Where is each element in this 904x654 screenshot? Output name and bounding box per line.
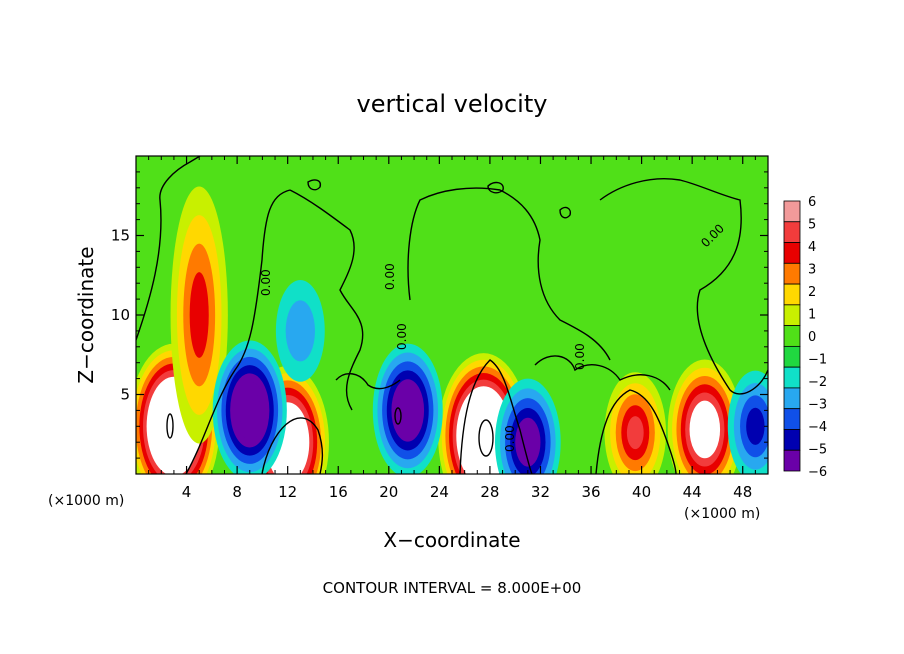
x-tick-label: 32 bbox=[531, 483, 550, 501]
colorbar-swatch bbox=[783, 200, 801, 223]
zero-contour-line bbox=[289, 189, 364, 411]
x-tick-label: 4 bbox=[182, 483, 192, 501]
x-axis: 4 8 12 16 20 24 28 32 36 40 44 48 bbox=[148, 156, 756, 501]
velocity-field bbox=[136, 186, 768, 474]
contour-label: 0.00 bbox=[395, 323, 409, 350]
zero-contour-line bbox=[599, 178, 768, 395]
zero-contour-line bbox=[407, 187, 611, 361]
colorbar-label: 2 bbox=[808, 285, 816, 300]
x-unit-left: (×1000 m) bbox=[48, 493, 124, 509]
colorbar-label: −1 bbox=[808, 353, 827, 368]
colorbar-swatch bbox=[783, 242, 801, 264]
colorbar-swatch bbox=[783, 325, 801, 347]
x-tick-label: 44 bbox=[683, 483, 702, 501]
zero-contour-line bbox=[136, 156, 201, 341]
zero-contour-line bbox=[261, 417, 324, 474]
velocity-cell-downdraft bbox=[372, 343, 443, 474]
colorbar-swatch bbox=[783, 449, 801, 472]
velocity-cell-updraft bbox=[667, 359, 742, 474]
x-tick-label: 40 bbox=[632, 483, 651, 501]
x-tick-label: 36 bbox=[581, 483, 600, 501]
colorbar-label: −6 bbox=[808, 465, 827, 480]
colorbar-label: −3 bbox=[808, 398, 827, 413]
y-tick-label: 10 bbox=[111, 306, 130, 324]
velocity-level bbox=[189, 272, 209, 358]
velocity-cell-downdraft bbox=[212, 340, 287, 474]
velocity-level bbox=[243, 398, 257, 423]
contour-label: 0.00 bbox=[503, 425, 517, 452]
x-tick-label: 24 bbox=[430, 483, 449, 501]
velocity-level bbox=[478, 425, 490, 446]
colorbar-label: 5 bbox=[808, 218, 816, 233]
colorbar-label: −5 bbox=[808, 443, 827, 458]
colorbar-swatch bbox=[783, 283, 801, 306]
zero-contour-line bbox=[559, 206, 572, 219]
x-tick-label: 28 bbox=[480, 483, 499, 501]
colorbar-label: 6 bbox=[808, 195, 816, 210]
x-tick-label: 16 bbox=[329, 483, 348, 501]
zero-contour-line bbox=[185, 189, 291, 474]
x-tick-label: 12 bbox=[278, 483, 297, 501]
zero-contour-line bbox=[595, 389, 677, 474]
contour-label: 0.00 bbox=[573, 343, 587, 370]
velocity-level bbox=[746, 407, 765, 445]
velocity-level bbox=[698, 417, 712, 442]
colorbar: 6 5 4 3 2 1 0 −1 −2 −3 −4 −5 −6 bbox=[783, 195, 827, 480]
y-axis-label: Z−coordinate bbox=[74, 246, 98, 383]
velocity-level bbox=[168, 416, 180, 437]
colorbar-label: 1 bbox=[808, 308, 816, 323]
x-tick-label: 8 bbox=[232, 483, 242, 501]
x-tick-label: 48 bbox=[733, 483, 752, 501]
colorbar-swatch bbox=[783, 387, 801, 410]
zero-contour-line bbox=[307, 179, 322, 191]
chart-title: vertical velocity bbox=[357, 90, 548, 118]
colorbar-label: 3 bbox=[808, 263, 816, 278]
contour-label: 0.00 bbox=[259, 269, 273, 296]
zero-contours bbox=[136, 156, 768, 474]
x-axis-label: X−coordinate bbox=[383, 528, 520, 552]
velocity-level bbox=[281, 431, 294, 454]
colorbar-label: −2 bbox=[808, 375, 827, 390]
zero-contour-line bbox=[459, 359, 533, 474]
velocity-cell-downdraft bbox=[275, 280, 325, 382]
colorbar-swatch bbox=[783, 304, 801, 327]
zero-contour-line bbox=[166, 413, 174, 439]
velocity-level bbox=[400, 397, 415, 424]
y-axis: 5 10 15 bbox=[111, 171, 768, 459]
y-tick-label: 15 bbox=[111, 227, 130, 245]
colorbar-swatch bbox=[783, 366, 801, 389]
x-tick-label: 20 bbox=[379, 483, 398, 501]
colorbar-swatch bbox=[783, 262, 801, 285]
y-tick-label: 5 bbox=[120, 386, 130, 404]
zero-contour-line bbox=[478, 419, 494, 457]
colorbar-label: 0 bbox=[808, 330, 816, 345]
velocity-cell-downdraft bbox=[727, 370, 768, 474]
velocity-cell-updraft bbox=[170, 186, 228, 444]
plot-area: 0.00 0.00 0.00 0.00 0.00 0.00 bbox=[136, 156, 768, 474]
velocity-level bbox=[285, 300, 315, 362]
velocity-cell-updraft bbox=[604, 372, 667, 474]
contour-label: 0.00 bbox=[383, 263, 397, 290]
colorbar-swatch bbox=[783, 345, 801, 368]
velocity-level bbox=[520, 427, 536, 457]
colorbar-label: −4 bbox=[808, 420, 827, 435]
contour-interval-note: CONTOUR INTERVAL = 8.000E+00 bbox=[323, 579, 582, 597]
zero-contour-line bbox=[394, 407, 402, 425]
zero-contour-line bbox=[534, 355, 671, 391]
velocity-level bbox=[626, 416, 644, 450]
colorbar-swatch bbox=[783, 429, 801, 451]
zero-contour-line bbox=[335, 373, 401, 390]
colorbar-swatch bbox=[783, 221, 801, 243]
colorbar-swatch bbox=[783, 408, 801, 430]
zero-contour-line bbox=[487, 181, 504, 194]
colorbar-label: 4 bbox=[808, 240, 816, 255]
x-unit-right: (×1000 m) bbox=[684, 506, 760, 522]
